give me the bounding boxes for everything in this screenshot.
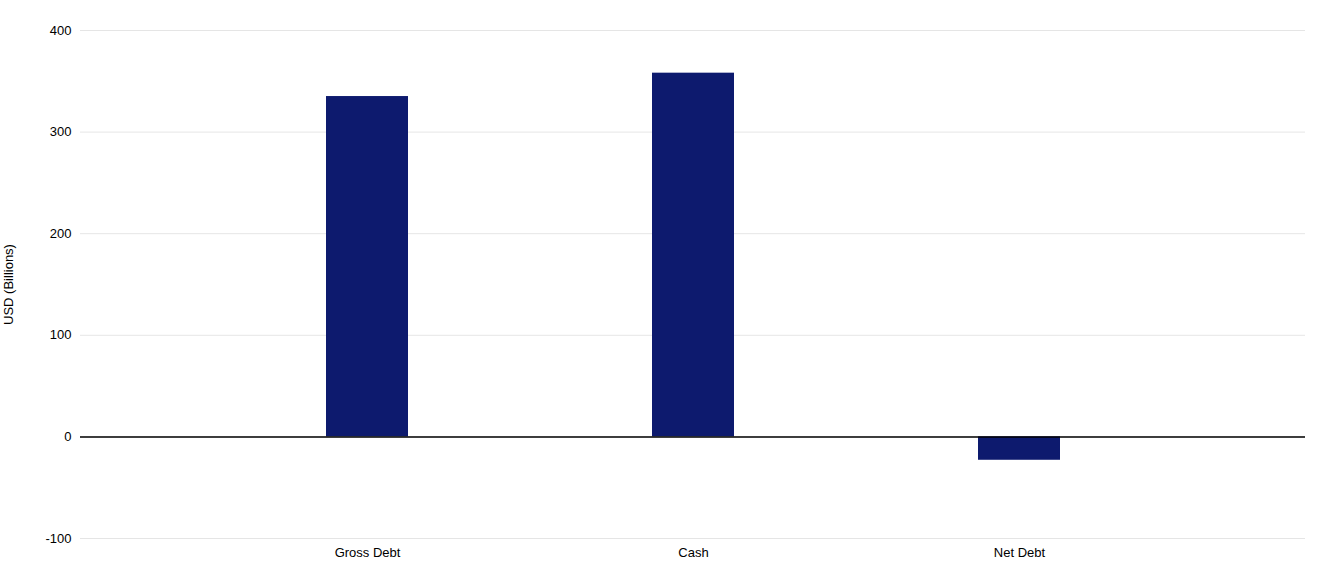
svg-text:300: 300 — [50, 124, 72, 139]
svg-text:USD (Billions): USD (Billions) — [1, 244, 16, 325]
svg-text:Net Debt: Net Debt — [994, 545, 1046, 560]
svg-text:400: 400 — [50, 23, 72, 38]
svg-text:200: 200 — [50, 226, 72, 241]
svg-text:0: 0 — [64, 429, 71, 444]
svg-text:100: 100 — [50, 327, 72, 342]
svg-text:Cash: Cash — [678, 545, 708, 560]
svg-text:-100: -100 — [45, 531, 71, 546]
svg-text:Gross Debt: Gross Debt — [335, 545, 401, 560]
